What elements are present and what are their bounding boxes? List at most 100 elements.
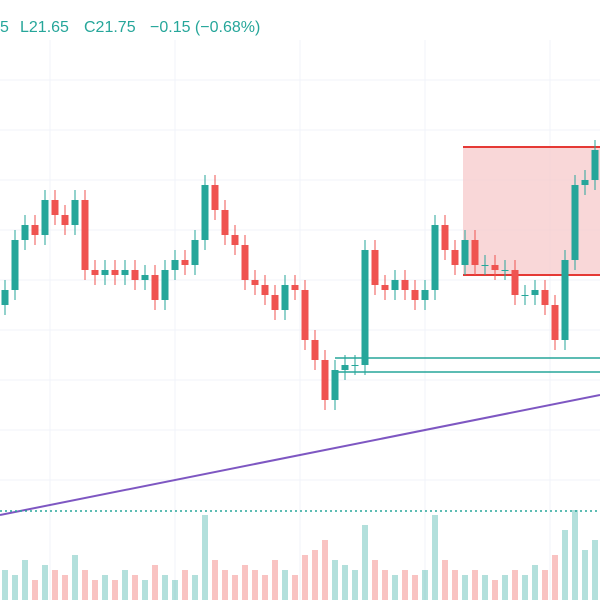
volume-bar xyxy=(52,570,58,600)
volume-bar xyxy=(382,570,388,600)
volume-bar xyxy=(302,555,308,600)
candle-body xyxy=(411,290,419,300)
change-value: −0.15 (−0.68%) xyxy=(150,19,260,36)
legend-row: 5 L21.65 C21.75 −0.15 (−0.68%) xyxy=(0,19,260,36)
candle-body xyxy=(491,265,499,270)
volume-bar xyxy=(132,575,138,600)
volume-bar xyxy=(22,560,28,600)
volume-bar xyxy=(202,515,208,600)
volume-bar xyxy=(192,575,198,600)
candle-body xyxy=(61,215,69,225)
candle-body xyxy=(441,225,449,250)
candle-body xyxy=(251,280,259,285)
candle-body xyxy=(81,200,89,270)
candle-body xyxy=(521,295,529,296)
volume-bar xyxy=(262,575,268,600)
volume-bar xyxy=(552,555,558,600)
candle-body xyxy=(271,295,279,310)
volume-bar xyxy=(12,575,18,600)
volume-bar xyxy=(112,580,118,600)
candle-body xyxy=(291,285,299,290)
candle-body xyxy=(591,150,599,180)
candle-body xyxy=(161,270,169,300)
volume-bar xyxy=(312,550,318,600)
candle-body xyxy=(511,270,519,295)
candle-body xyxy=(241,245,249,280)
candle-body xyxy=(351,365,359,366)
candle-body xyxy=(381,285,389,290)
candle-body xyxy=(431,225,439,290)
candle-body xyxy=(311,340,319,360)
volume-bar xyxy=(392,575,398,600)
volume-bar xyxy=(372,560,378,600)
candle-body xyxy=(201,185,209,240)
volume-bar xyxy=(252,570,258,600)
volume-bar xyxy=(42,565,48,600)
volume-bar xyxy=(322,540,328,600)
close-value: C21.75 xyxy=(84,19,136,36)
volume-bar xyxy=(332,560,338,600)
candle-body xyxy=(321,360,329,400)
candle-body xyxy=(561,260,569,340)
candle-body xyxy=(501,270,509,271)
candle-body xyxy=(461,240,469,265)
volume-bar xyxy=(272,560,278,600)
trend-line[interactable] xyxy=(0,394,600,516)
candle-body xyxy=(371,250,379,285)
open-value: 5 xyxy=(0,19,9,36)
candle-body xyxy=(221,210,229,235)
grid xyxy=(0,40,600,600)
candle-body xyxy=(261,285,269,295)
volume-bar xyxy=(482,575,488,600)
volume-bar xyxy=(292,575,298,600)
candle-body xyxy=(281,285,289,310)
volume-bar xyxy=(592,540,598,600)
candle-body xyxy=(41,200,49,235)
volume-bar xyxy=(502,575,508,600)
volume-bar xyxy=(72,555,78,600)
volume-bar xyxy=(522,575,528,600)
volume-bar xyxy=(442,560,448,600)
volume-bar xyxy=(92,580,98,600)
volume-bar xyxy=(32,580,38,600)
volume-bar xyxy=(432,515,438,600)
volume-bar xyxy=(162,575,168,600)
zone-box[interactable] xyxy=(463,147,600,275)
volume-bar xyxy=(572,510,578,600)
candle-body xyxy=(181,260,189,265)
volume-bar xyxy=(282,570,288,600)
candle-body xyxy=(531,290,539,295)
candle-body xyxy=(421,290,429,300)
volume-bar xyxy=(412,575,418,600)
volume-bar xyxy=(152,565,158,600)
candle-body xyxy=(1,290,9,305)
volume-bar xyxy=(242,565,248,600)
volume-bar xyxy=(102,575,108,600)
volume-bar xyxy=(172,580,178,600)
candle-body xyxy=(231,235,239,245)
volume-bar xyxy=(142,580,148,600)
volume-bar xyxy=(2,570,8,600)
volume-bar xyxy=(222,570,228,600)
volume-bar xyxy=(512,570,518,600)
low-value: L21.65 xyxy=(20,19,69,36)
volume-bar xyxy=(352,570,358,600)
candle-body xyxy=(21,225,29,240)
candle-body xyxy=(551,305,559,340)
volume-bar xyxy=(182,570,188,600)
candle-body xyxy=(471,240,479,265)
candle-body xyxy=(391,280,399,290)
candle-body xyxy=(341,365,349,370)
volume-bar xyxy=(402,570,408,600)
volume-bar xyxy=(422,570,428,600)
candle-body xyxy=(451,250,459,265)
candle-body xyxy=(481,265,489,266)
candle-body xyxy=(361,250,369,365)
volume-bar xyxy=(462,575,468,600)
candle-body xyxy=(121,270,129,275)
volume-bar xyxy=(542,570,548,600)
candle-body xyxy=(151,275,159,300)
volume-bar xyxy=(492,580,498,600)
candle-body xyxy=(211,185,219,210)
